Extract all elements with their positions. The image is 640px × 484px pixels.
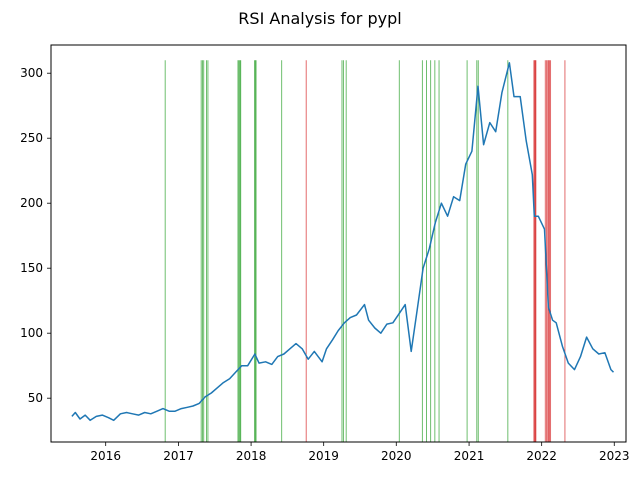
signal-lines: [164, 60, 566, 442]
y-axis: 50 100 150 200 250 300: [20, 66, 51, 405]
chart-title: RSI Analysis for pypl: [238, 9, 401, 28]
x-tick-label: 2022: [526, 449, 557, 463]
y-tick-label: 150: [20, 261, 43, 275]
y-tick-label: 250: [20, 131, 43, 145]
x-tick-label: 2017: [163, 449, 194, 463]
y-tick-label: 300: [20, 66, 43, 80]
price-series-line: [71, 62, 615, 422]
plot-area-frame: [50, 44, 627, 443]
x-tick-label: 2019: [308, 449, 339, 463]
price-series: [71, 62, 615, 422]
x-axis: 2016 2017 2018 2019 2020 2021 2022 2023: [90, 442, 630, 463]
y-tick-label: 100: [20, 326, 43, 340]
x-tick-label: 2021: [454, 449, 485, 463]
y-tick-label: 200: [20, 196, 43, 210]
x-tick-label: 2023: [599, 449, 630, 463]
x-tick-label: 2020: [381, 449, 412, 463]
x-tick-label: 2018: [236, 449, 267, 463]
y-tick-label: 50: [28, 391, 43, 405]
x-tick-label: 2016: [90, 449, 121, 463]
